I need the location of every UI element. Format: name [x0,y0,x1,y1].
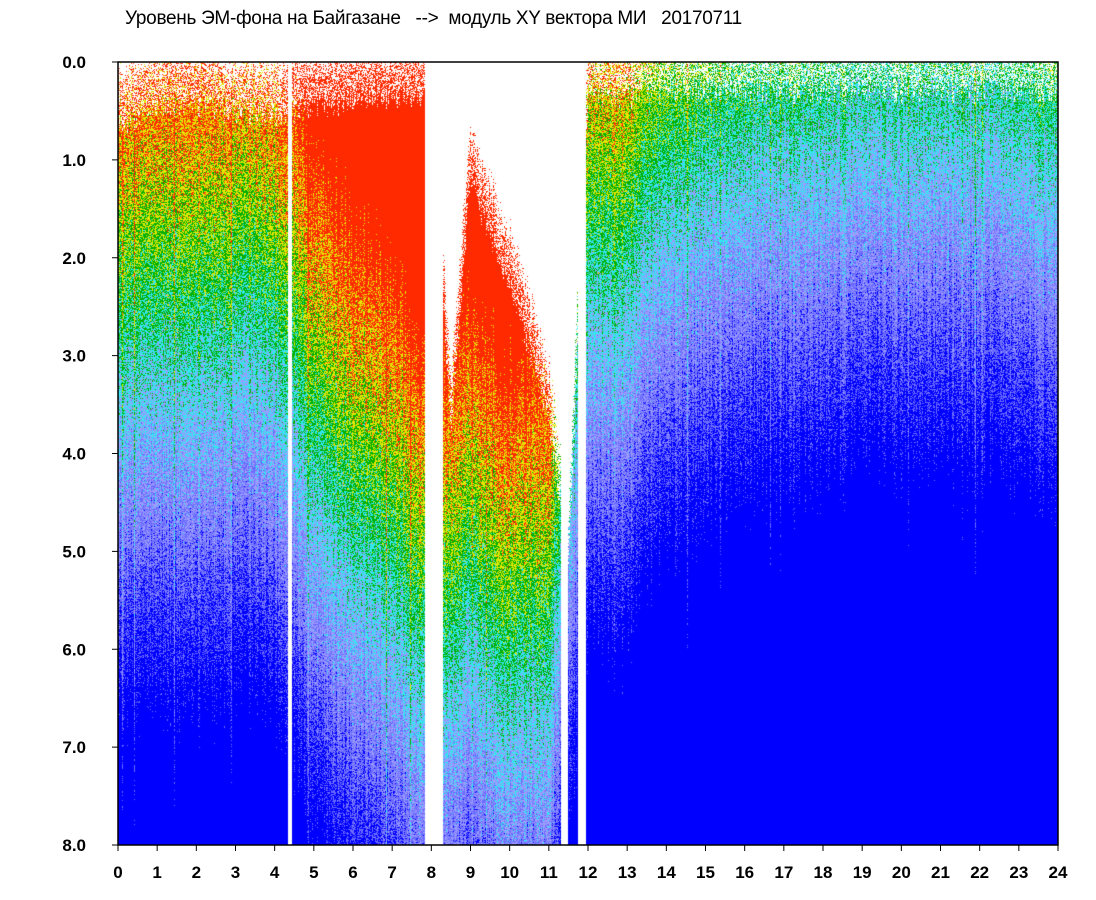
x-tick-label: 7 [387,863,396,882]
y-tick-label: 7.0 [62,738,86,757]
x-tick-label: 2 [192,863,201,882]
x-tick-label: 12 [579,863,598,882]
y-tick-label: 8.0 [62,836,86,855]
y-axis: 0.0 1.0 2.0 3.0 4.0 5.0 6.0 7.0 8.0 [62,53,118,855]
chart-title: Уровень ЭМ-фона на Байгазане --> модуль … [125,8,742,29]
x-tick-label: 24 [1049,863,1068,882]
x-tick-label: 20 [892,863,911,882]
heatmap-image [118,62,1058,845]
x-tick-label: 10 [500,863,519,882]
x-tick-label: 6 [348,863,357,882]
x-tick-label: 1 [152,863,161,882]
y-tick-label: 0.0 [62,53,86,72]
x-tick-label: 4 [270,863,280,882]
x-tick-label: 23 [1009,863,1028,882]
x-tick-label: 22 [970,863,989,882]
x-tick-label: 19 [853,863,872,882]
x-tick-label: 15 [696,863,715,882]
y-tick-label: 2.0 [62,249,86,268]
x-tick-label: 0 [113,863,122,882]
x-tick-label: 16 [735,863,754,882]
x-tick-label: 8 [427,863,436,882]
x-tick-label: 18 [814,863,833,882]
x-tick-label: 5 [309,863,318,882]
y-tick-label: 4.0 [62,445,86,464]
x-tick-label: 14 [657,863,676,882]
plot-area [117,61,1059,846]
x-tick-label: 13 [618,863,637,882]
y-tick-label: 3.0 [62,347,86,366]
y-tick-label: 6.0 [62,640,86,659]
x-tick-label: 21 [931,863,950,882]
y-tick-label: 1.0 [62,151,86,170]
x-tick-label: 3 [231,863,240,882]
x-tick-label: 17 [774,863,793,882]
x-tick-label: 11 [540,863,558,882]
x-axis: 0 1 2 3 4 5 6 7 8 9 10 11 12 13 14 15 16 17 18 19 20 21 22 23 24 [113,845,1068,882]
x-tick-label: 9 [466,863,475,882]
y-tick-label: 5.0 [62,542,86,561]
